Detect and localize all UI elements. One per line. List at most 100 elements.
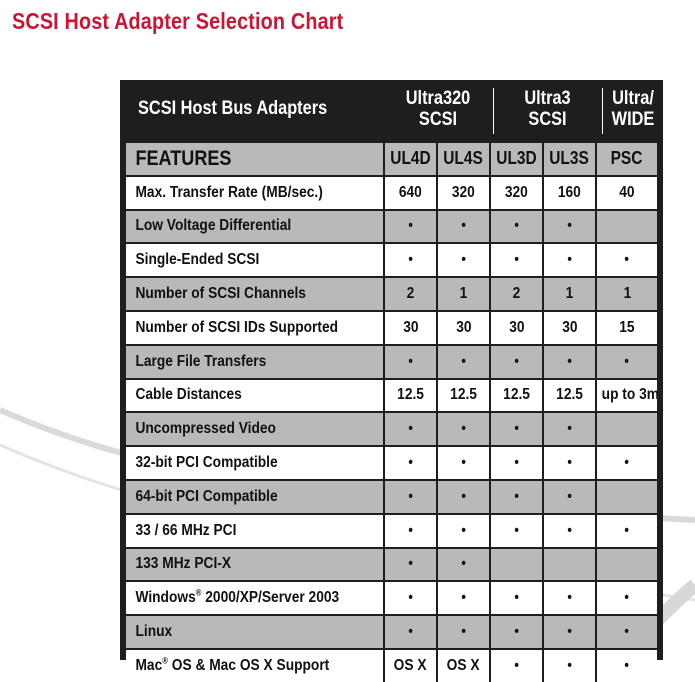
header-title: SCSI Host Bus Adapters [138, 98, 328, 119]
value-cell-ul4d: 640 [383, 174, 437, 210]
group-ultra-wide: Ultra/ WIDE [603, 88, 663, 130]
model-header-cell: PSC [595, 143, 657, 176]
value-cell-ul4s: 30 [436, 309, 490, 345]
value-cell-ul3s: • [542, 647, 596, 682]
group-ultra320-line1: Ultra320 [405, 88, 471, 109]
value-cell-ul4s: • [436, 478, 490, 514]
table-row: Max. Transfer Rate (MB/sec.) 640 320 320 160… [126, 174, 657, 210]
value-cell-ul4d: • [383, 242, 437, 278]
table-row: 133 MHz PCI-X • • [126, 546, 657, 582]
value-cell-psc [595, 546, 657, 582]
value-cell-psc: • [595, 242, 657, 278]
cell-value: OS X [394, 656, 427, 674]
value-cell-ul3d [489, 546, 543, 582]
value-cell-ul3d: • [489, 647, 543, 682]
cell-value: 12.5 [450, 386, 477, 404]
value-cell-ul3s: • [542, 242, 596, 278]
value-cell-psc: up to 3m [595, 377, 657, 413]
supported-bullet: • [624, 589, 630, 607]
features-label: FEATURES [135, 146, 232, 170]
value-cell-psc: • [595, 647, 657, 682]
value-cell-ul4d: 12.5 [383, 377, 437, 413]
value-cell-ul3s: 30 [542, 309, 596, 345]
cell-value: 15 [619, 318, 635, 336]
feature-label-part: 2000/XP/Server 2003 [201, 589, 340, 607]
cell-value: 2 [406, 285, 415, 303]
supported-bullet: • [408, 623, 413, 641]
cell-value: 320 [505, 183, 528, 201]
supported-bullet: • [624, 521, 630, 539]
supported-bullet: • [408, 217, 413, 235]
value-cell-ul4d: 30 [383, 309, 437, 345]
supported-bullet: • [514, 589, 519, 607]
value-cell-psc: • [595, 580, 657, 616]
value-cell-ul3s: • [542, 411, 596, 447]
value-cell-ul4d: • [383, 343, 437, 379]
feature-label-cable-distances: Cable Distances [135, 386, 242, 404]
value-cell-ul4d: • [383, 478, 437, 514]
feature-label-cell: Max. Transfer Rate (MB/sec.) [126, 174, 384, 210]
model-psc: PSC [611, 148, 643, 169]
supported-bullet: • [514, 487, 519, 505]
value-cell-ul3s: • [542, 478, 596, 514]
group-ultra3-line2: SCSI [528, 109, 567, 130]
value-cell-ul3d: • [489, 614, 543, 649]
group-separator [493, 88, 494, 134]
value-cell-psc: 1 [595, 276, 657, 311]
supported-bullet: • [567, 521, 572, 539]
feature-label-single-ended-scsi: Single-Ended SCSI [135, 251, 260, 269]
value-cell-ul4d: • [383, 614, 437, 649]
supported-bullet: • [567, 217, 572, 235]
supported-bullet: • [461, 521, 466, 539]
group-ultra-wide-line1: Ultra/ [612, 88, 654, 109]
model-ul3s: UL3S [549, 148, 590, 169]
value-cell-ul3s: • [542, 208, 596, 244]
group-ultra320: Ultra320 SCSI [384, 88, 492, 130]
model-header-cell: UL4S [436, 143, 490, 176]
cell-value: 30 [402, 318, 419, 336]
feature-label-linux: Linux [135, 623, 173, 641]
value-cell-ul3d: • [489, 411, 543, 447]
table-row: Windows® 2000/XP/Server 2003 • • • • • [126, 580, 657, 616]
table-row: Linux • • • • • [126, 614, 657, 649]
supported-bullet: • [408, 352, 413, 370]
value-cell-psc: 40 [595, 174, 657, 210]
table-row: 33 / 66 MHz PCI • • • • • [126, 512, 657, 548]
table-row: Low Voltage Differential • • • • [126, 208, 657, 244]
value-cell-ul4s: • [436, 614, 490, 649]
supported-bullet: • [624, 623, 630, 641]
supported-bullet: • [408, 487, 413, 505]
supported-bullet: • [514, 623, 519, 641]
value-cell-ul3s: • [542, 445, 596, 480]
feature-label-low-voltage-differential: Low Voltage Differential [135, 217, 292, 235]
supported-bullet: • [461, 217, 466, 235]
value-cell-ul4s: • [436, 445, 490, 480]
registered-mark: ® [162, 655, 168, 666]
supported-bullet: • [567, 251, 572, 269]
features-label-cell: FEATURES [126, 143, 384, 176]
value-cell-ul3d: 30 [489, 309, 543, 345]
value-cell-psc [595, 411, 657, 447]
feature-label-windows-2000-xp-server-2003: Windows® 2000/XP/Server 2003 [126, 587, 340, 607]
cell-value: 1 [459, 285, 468, 303]
supported-bullet: • [624, 656, 630, 674]
supported-bullet: • [408, 420, 413, 438]
value-cell-ul3d: 320 [489, 174, 543, 210]
feature-label-cell: Single-Ended SCSI [126, 242, 384, 278]
feature-label-part: Mac [135, 656, 163, 674]
cell-value: 30 [455, 318, 472, 336]
feature-label-cell: Mac® OS & Mac OS X Support [126, 647, 384, 682]
supported-bullet: • [624, 454, 630, 472]
group-ultra-wide-line2: WIDE [611, 109, 655, 130]
supported-bullet: • [461, 555, 466, 573]
registered-mark: ® [195, 587, 202, 598]
value-cell-ul3s: • [542, 614, 596, 649]
value-cell-psc: • [595, 343, 657, 379]
value-cell-ul4s: • [436, 242, 490, 278]
table-row: Number of SCSI Channels 2 1 2 1 1 [126, 276, 657, 311]
cell-value: 30 [561, 318, 578, 336]
group-ultra3-line1: Ultra3 [524, 88, 571, 109]
feature-label-cell: 133 MHz PCI-X [126, 546, 384, 582]
supported-bullet: • [624, 352, 630, 370]
feature-label-cell: Windows® 2000/XP/Server 2003 [126, 580, 384, 616]
